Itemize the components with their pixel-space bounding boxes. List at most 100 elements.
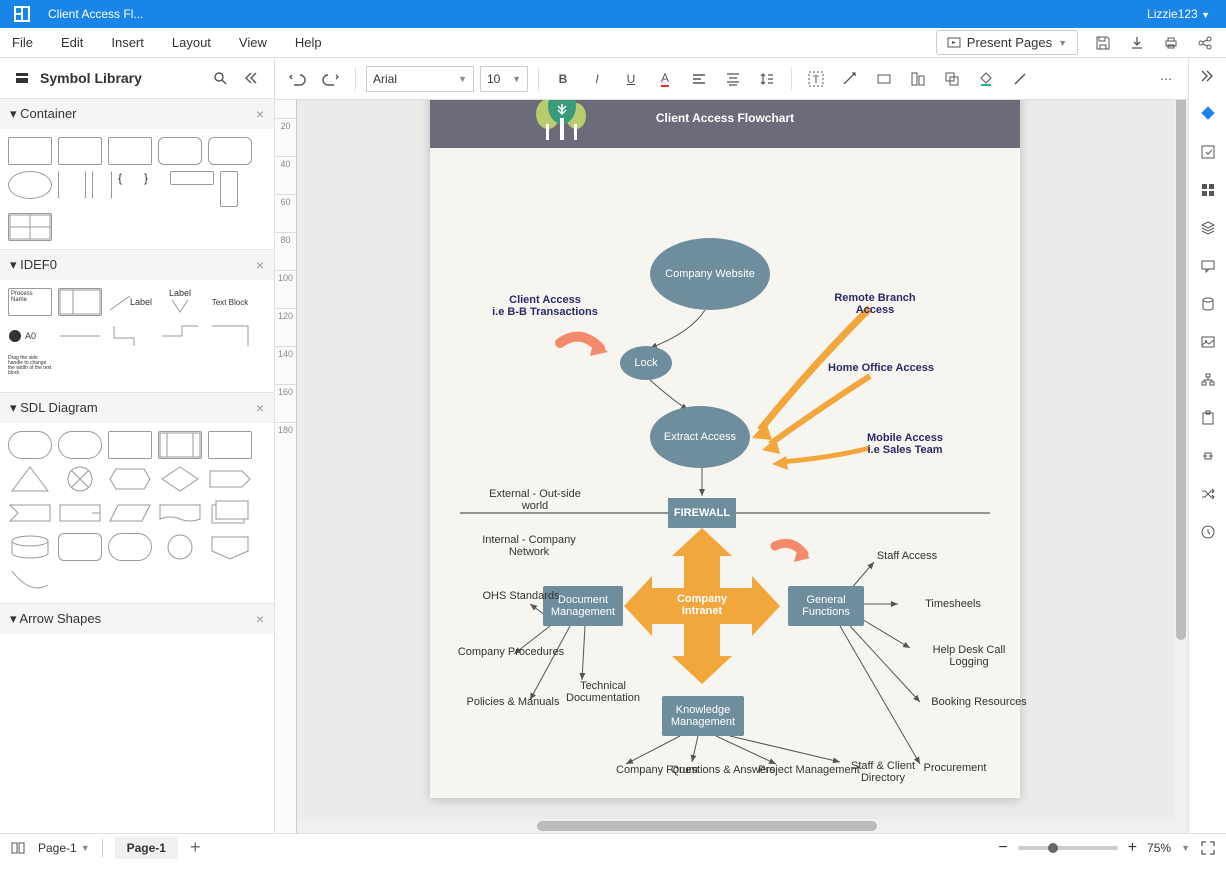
label-procedures[interactable]: Company Procedures	[456, 646, 566, 658]
line-spacing-button[interactable]	[753, 65, 781, 93]
shape-thumb[interactable]	[8, 533, 52, 561]
section-head-arrow[interactable]: ▾ Arrow Shapes×	[0, 604, 274, 634]
redo-button[interactable]	[317, 65, 345, 93]
node-knowledge[interactable]: Knowledge Management	[662, 696, 744, 736]
bold-button[interactable]: B	[549, 65, 577, 93]
diagram-page[interactable]: Client Access Flowchart	[430, 88, 1020, 798]
shape-thumb[interactable]	[8, 171, 52, 199]
menu-help[interactable]: Help	[295, 35, 322, 50]
label-external[interactable]: External - Out-side world	[480, 488, 590, 512]
zoom-out-button[interactable]: −	[998, 839, 1007, 857]
connector-button[interactable]	[836, 65, 864, 93]
shape-thumb[interactable]	[208, 499, 252, 527]
menu-view[interactable]: View	[239, 35, 267, 50]
shape-thumb[interactable]	[158, 322, 202, 350]
search-library-icon[interactable]	[210, 68, 230, 88]
link-icon[interactable]	[1196, 444, 1220, 468]
shape-thumb[interactable]	[92, 171, 112, 199]
page-tab[interactable]: Page-1	[115, 837, 178, 859]
shape-thumb[interactable]	[158, 137, 202, 165]
shape-thumb[interactable]: A0	[8, 322, 52, 350]
history-icon[interactable]	[1196, 520, 1220, 544]
shuffle-icon[interactable]	[1196, 482, 1220, 506]
close-section-icon[interactable]: ×	[256, 257, 264, 273]
label-staff_dir[interactable]: Staff & Client Directory	[828, 760, 938, 784]
zoom-in-button[interactable]: +	[1128, 839, 1137, 857]
label-remote_branch[interactable]: Remote Branch Access	[820, 292, 930, 316]
shape-thumb[interactable]	[58, 288, 102, 316]
label-staff_access[interactable]: Staff Access	[852, 550, 962, 562]
shape-thumb[interactable]	[108, 533, 152, 561]
shape-thumb[interactable]: Label	[158, 288, 202, 316]
shape-button[interactable]	[870, 65, 898, 93]
align-v-button[interactable]	[719, 65, 747, 93]
label-techdoc[interactable]: Technical Documentation	[548, 680, 658, 704]
label-home_office[interactable]: Home Office Access	[826, 362, 936, 374]
shape-thumb[interactable]: Text Block	[208, 288, 252, 316]
menu-layout[interactable]: Layout	[172, 35, 211, 50]
font-size-select[interactable]: 10▼	[480, 66, 528, 92]
section-head-sdl[interactable]: ▾ SDL Diagram×	[0, 393, 274, 423]
node-gen-func[interactable]: General Functions	[788, 586, 864, 626]
clipboard-icon[interactable]	[1196, 406, 1220, 430]
page-dropdown[interactable]: Page-1▼	[38, 841, 90, 855]
line-tool-button[interactable]	[1006, 65, 1034, 93]
group-button[interactable]	[938, 65, 966, 93]
shape-thumb[interactable]	[8, 213, 52, 241]
shape-thumb[interactable]	[8, 499, 52, 527]
label-internal[interactable]: Internal - Company Network	[474, 534, 584, 558]
node-firewall[interactable]: FIREWALL	[668, 498, 736, 528]
fullscreen-icon[interactable]	[1200, 840, 1216, 856]
shape-thumb[interactable]	[158, 533, 202, 561]
shape-thumb[interactable]	[208, 137, 252, 165]
shape-thumb[interactable]: Drag the side handle to change the width…	[8, 356, 52, 384]
org-icon[interactable]	[1196, 368, 1220, 392]
save-icon[interactable]	[1094, 34, 1112, 52]
menu-file[interactable]: File	[12, 35, 33, 50]
horizontal-scrollbar[interactable]	[297, 819, 1188, 833]
align-button[interactable]	[904, 65, 932, 93]
italic-button[interactable]: I	[583, 65, 611, 93]
shape-thumb[interactable]	[108, 431, 152, 459]
download-icon[interactable]	[1128, 34, 1146, 52]
shape-thumb[interactable]	[170, 171, 214, 185]
underline-button[interactable]: U	[617, 65, 645, 93]
shape-thumb[interactable]: Label	[108, 288, 152, 316]
text-tool-button[interactable]: T	[802, 65, 830, 93]
shape-thumb[interactable]	[58, 533, 102, 561]
label-booking[interactable]: Booking Resources	[924, 696, 1034, 708]
zoom-level[interactable]: 75%	[1147, 841, 1171, 855]
shape-thumb[interactable]	[158, 431, 202, 459]
print-icon[interactable]	[1162, 34, 1180, 52]
data-icon[interactable]	[1196, 292, 1220, 316]
present-pages-button[interactable]: Present Pages ▼	[936, 30, 1078, 55]
shape-thumb[interactable]: {	[118, 171, 138, 199]
shape-thumb[interactable]	[58, 322, 102, 350]
shape-thumb[interactable]	[208, 431, 252, 459]
close-section-icon[interactable]: ×	[256, 611, 264, 627]
shape-thumb[interactable]	[108, 465, 152, 493]
node-intranet-label[interactable]: Company Intranet	[672, 593, 732, 617]
align-h-button[interactable]	[685, 65, 713, 93]
add-page-button[interactable]: +	[190, 837, 201, 858]
label-helpdesk[interactable]: Help Desk Call Logging	[914, 644, 1024, 668]
shape-thumb[interactable]	[158, 499, 202, 527]
font-color-button[interactable]: A	[651, 65, 679, 93]
shape-thumb[interactable]	[208, 465, 252, 493]
shape-thumb[interactable]	[58, 499, 102, 527]
close-section-icon[interactable]: ×	[256, 400, 264, 416]
shape-thumb[interactable]	[8, 431, 52, 459]
close-section-icon[interactable]: ×	[256, 106, 264, 122]
collapse-panel-icon[interactable]	[240, 68, 260, 88]
shape-thumb[interactable]	[8, 137, 52, 165]
shape-thumb[interactable]	[220, 171, 238, 207]
shape-thumb[interactable]	[58, 465, 102, 493]
grid-icon[interactable]	[1196, 178, 1220, 202]
section-head-idef0[interactable]: ▾ IDEF0×	[0, 250, 274, 280]
layers-icon[interactable]	[1196, 216, 1220, 240]
shape-thumb[interactable]	[58, 137, 102, 165]
shape-thumb[interactable]	[108, 322, 152, 350]
shape-thumb[interactable]: }	[144, 171, 164, 199]
zoom-slider[interactable]	[1018, 846, 1118, 850]
image-icon[interactable]	[1196, 330, 1220, 354]
